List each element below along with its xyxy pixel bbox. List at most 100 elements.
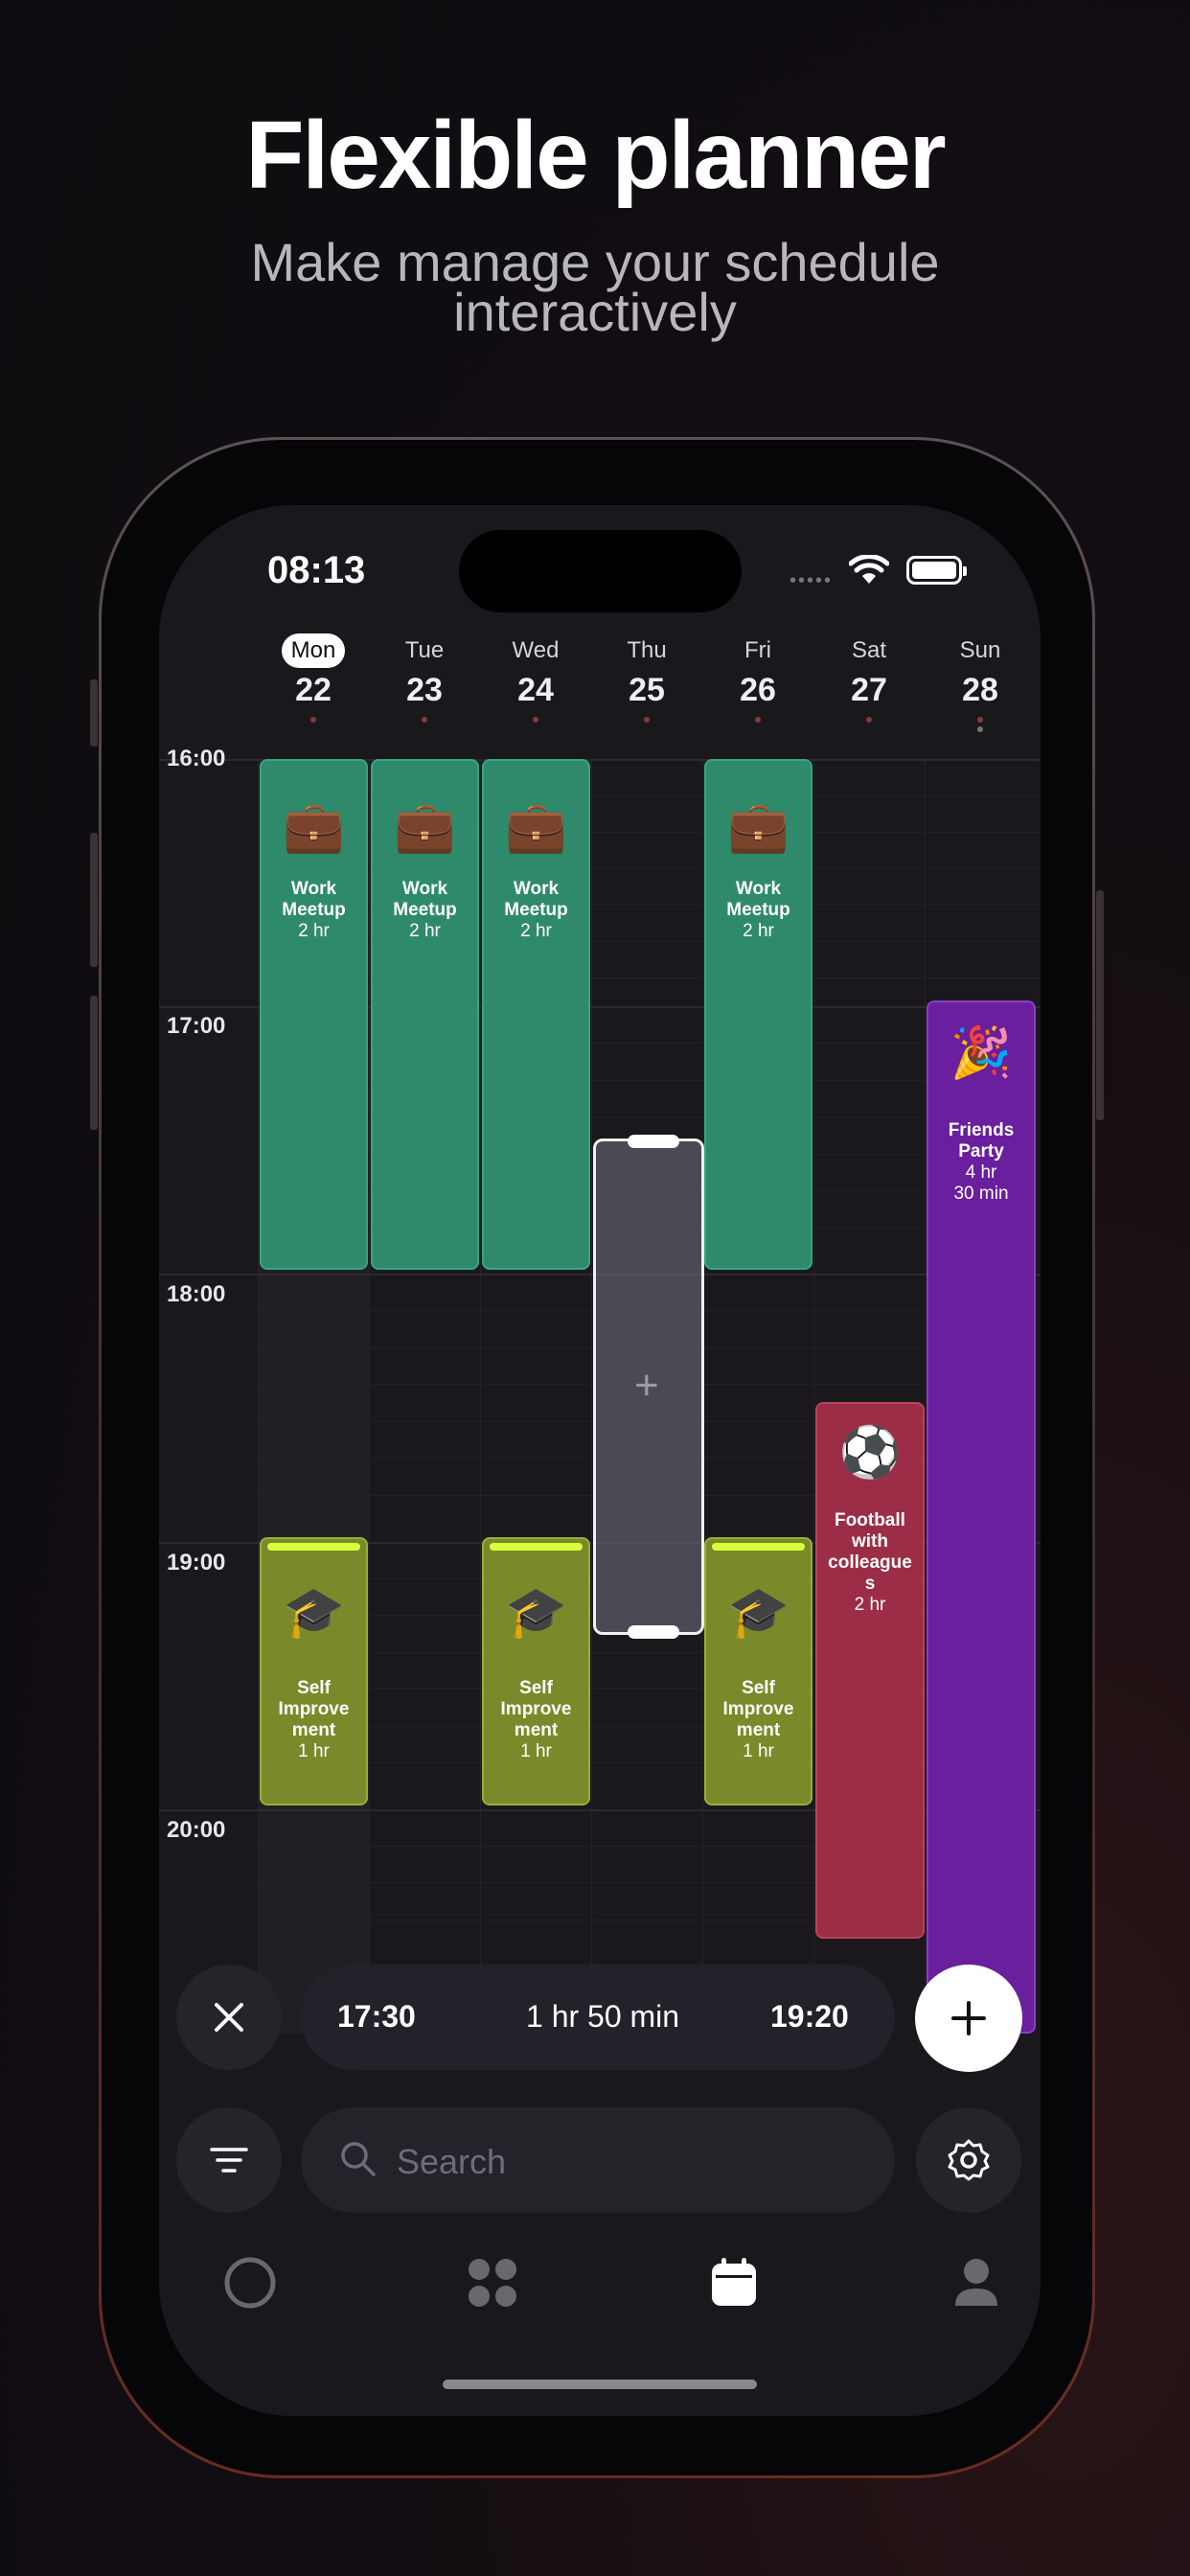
column-divider	[480, 759, 481, 2034]
volume-down-button	[90, 996, 98, 1130]
day-name: Wed	[512, 637, 560, 663]
event-work-meetup[interactable]: 💼 Work Meetup 2 hr	[371, 759, 479, 1270]
day-name: Sun	[959, 637, 1001, 663]
event-self-improvement[interactable]: 🎓 Self Improve ment 1 hr	[260, 1537, 368, 1806]
home-indicator[interactable]	[443, 2380, 757, 2389]
selection-top-handle[interactable]	[628, 1135, 679, 1148]
calendar-icon	[712, 2258, 756, 2306]
graduation-cap-icon: 🎓	[727, 1585, 790, 1641]
grid-minor-line	[258, 1116, 1041, 1117]
event-title: Self Improve ment	[278, 1678, 350, 1740]
day-thu[interactable]: Thu 25	[591, 633, 702, 723]
event-title: Self Improve ment	[722, 1678, 794, 1740]
event-title: Work Meetup	[282, 879, 346, 920]
subline-line-2: interactively	[453, 282, 737, 342]
event-duration: 1 hr	[298, 1741, 330, 1761]
event-friends-party[interactable]: 🎉 Friends Party 4 hr 30 min	[927, 1000, 1036, 2034]
event-dot	[310, 717, 316, 723]
day-wed[interactable]: Wed 24	[480, 633, 591, 723]
selection-end: 19:20	[770, 1999, 849, 2034]
event-title: Friends Party	[948, 1120, 1015, 1162]
selection-time-pill[interactable]: 17:30 1 hr 50 min 19:20	[301, 1965, 895, 2070]
grid-minor-line	[258, 1043, 1041, 1044]
event-title: Football with colleague s	[828, 1510, 912, 1594]
day-date: 26	[740, 672, 776, 708]
close-button[interactable]	[176, 1965, 282, 2070]
event-accent-bar	[267, 1543, 360, 1551]
day-sun[interactable]: Sun 28	[925, 633, 1036, 732]
event-duration: 4 hr 30 min	[953, 1162, 1009, 1204]
tab-dashboard[interactable]	[449, 2240, 536, 2326]
event-duration: 1 hr	[743, 1741, 774, 1761]
event-title: Work Meetup	[393, 879, 457, 920]
day-sat[interactable]: Sat 27	[813, 633, 925, 723]
day-fri[interactable]: Fri 26	[702, 633, 813, 723]
grid-minor-line	[258, 941, 1041, 942]
selection-bottom-handle[interactable]	[628, 1625, 679, 1639]
event-dot	[422, 717, 427, 723]
event-dot	[977, 717, 983, 723]
action-button	[90, 679, 98, 747]
event-work-meetup[interactable]: 💼 Work Meetup 2 hr	[482, 759, 590, 1270]
day-date: 22	[295, 672, 332, 708]
day-name: Tue	[404, 637, 445, 663]
hour-line	[159, 1006, 1041, 1008]
event-self-improvement[interactable]: 🎓 Self Improve ment 1 hr	[482, 1537, 590, 1806]
headline: Flexible planner	[245, 102, 946, 209]
column-divider	[813, 759, 814, 2034]
side-button	[1096, 890, 1104, 1120]
event-dot	[533, 717, 538, 723]
tab-calendar[interactable]	[691, 2240, 777, 2326]
battery-icon	[906, 556, 967, 585]
search-field[interactable]: Search	[301, 2107, 895, 2213]
time-label: 17:00	[167, 1013, 226, 1039]
plus-icon[interactable]: +	[634, 1362, 659, 1409]
event-dot	[644, 717, 650, 723]
event-football[interactable]: ⚽ Football with colleague s 2 hr	[815, 1402, 925, 1939]
grid-icon	[469, 2259, 516, 2307]
dynamic-island	[459, 530, 742, 612]
day-date: 25	[629, 672, 665, 708]
wifi-icon	[849, 555, 889, 584]
briefcase-icon: 💼	[394, 799, 456, 855]
selection-start: 17:30	[337, 1999, 416, 2034]
event-work-meetup[interactable]: 💼 Work Meetup 2 hr	[260, 759, 368, 1270]
grid-minor-line	[258, 1846, 1041, 1847]
close-icon	[215, 2003, 243, 2032]
circle-icon	[224, 2257, 276, 2309]
event-self-improvement[interactable]: 🎓 Self Improve ment 1 hr	[704, 1537, 812, 1806]
event-duration: 2 hr	[520, 921, 552, 941]
search-row: Search	[159, 2107, 1041, 2213]
event-duration: 2 hr	[854, 1595, 886, 1615]
time-label: 18:00	[167, 1281, 226, 1307]
filter-button[interactable]	[176, 2107, 282, 2213]
graduation-cap-icon: 🎓	[505, 1585, 567, 1641]
day-date: 27	[851, 672, 887, 708]
calendar-grid[interactable]: 16:00 17:00 18:00 19:00 20:00 💼 Work Meet…	[159, 746, 1041, 2034]
add-event-button[interactable]	[915, 1965, 1022, 2072]
time-selection-box[interactable]: +	[593, 1135, 704, 1639]
event-dot	[866, 717, 872, 723]
day-date: 24	[517, 672, 554, 708]
tab-profile[interactable]	[933, 2240, 1019, 2326]
event-duration: 1 hr	[520, 1741, 552, 1761]
event-work-meetup[interactable]: 💼 Work Meetup 2 hr	[704, 759, 812, 1270]
day-name: Thu	[627, 637, 667, 663]
graduation-cap-icon: 🎓	[283, 1585, 345, 1641]
hour-line	[159, 1809, 1041, 1811]
day-mon[interactable]: Mon 22	[258, 633, 369, 723]
party-popper-icon: 🎉	[950, 1025, 1013, 1081]
subline-line-1: Make manage your schedule	[250, 232, 940, 292]
tab-focus[interactable]	[207, 2240, 293, 2326]
event-dot	[977, 726, 983, 732]
grid-minor-line	[258, 1689, 1041, 1690]
grid-minor-line	[258, 795, 1041, 796]
settings-button[interactable]	[916, 2107, 1021, 2213]
time-label: 16:00	[167, 746, 226, 771]
column-divider	[258, 759, 259, 2034]
day-tue[interactable]: Tue 23	[369, 633, 480, 723]
signal-dots-icon: •••••	[790, 570, 834, 591]
event-accent-bar	[712, 1543, 805, 1551]
event-dot	[755, 717, 761, 723]
event-accent-bar	[490, 1543, 583, 1551]
